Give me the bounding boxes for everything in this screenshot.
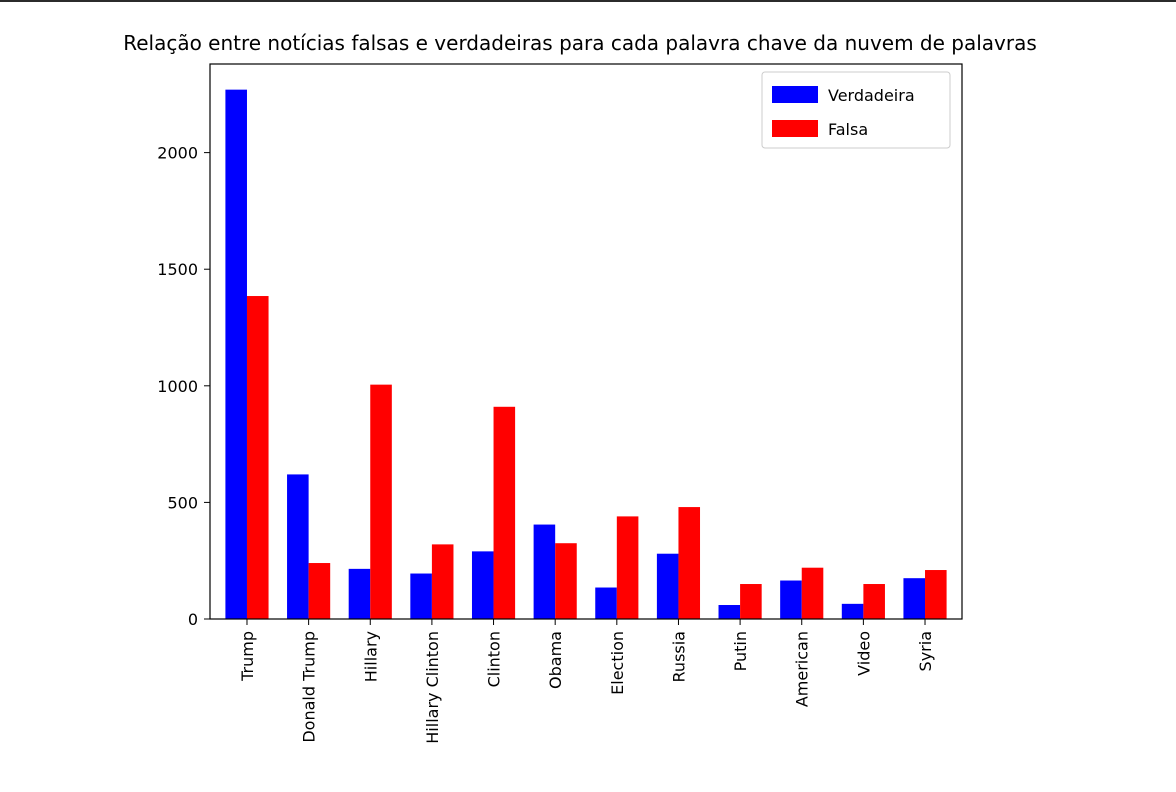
y-tick-label: 0 xyxy=(188,610,198,629)
x-tick-label-russia: Russia xyxy=(669,631,688,682)
top-border-line xyxy=(0,0,1176,2)
y-tick-label: 2000 xyxy=(157,144,198,163)
bar-falsa-obama xyxy=(555,543,577,619)
bar-verdadeira-video xyxy=(841,603,864,619)
x-tick-label-video: Video xyxy=(854,631,873,676)
bar-verdadeira-hillary-clinton xyxy=(410,573,432,619)
bar-falsa-clinton xyxy=(493,406,516,619)
legend: Verdadeira Falsa xyxy=(761,71,951,149)
legend-swatch-verdadeira xyxy=(772,86,818,103)
plot-area-frame xyxy=(209,63,963,620)
bar-verdadeira-clinton xyxy=(471,551,494,619)
bar-falsa-hillary-clinton xyxy=(431,544,454,619)
bar-falsa-trump xyxy=(246,296,269,619)
bar-verdadeira-donald-trump xyxy=(287,474,309,619)
bar-falsa-election xyxy=(616,516,639,619)
y-tick-label: 500 xyxy=(167,493,198,512)
bar-verdadeira-hillary xyxy=(348,568,371,619)
x-tick-label-election: Election xyxy=(608,631,627,695)
bars-layer xyxy=(225,89,947,619)
y-tick-label: 1500 xyxy=(157,260,198,279)
x-tick-label-obama: Obama xyxy=(546,631,565,689)
bar-falsa-donald-trump xyxy=(308,563,331,619)
x-tick-label-clinton: Clinton xyxy=(485,631,504,687)
x-tick-label-putin: Putin xyxy=(731,631,750,671)
bar-verdadeira-putin xyxy=(718,605,741,619)
bar-falsa-hillary xyxy=(370,384,392,619)
x-tick-label-syria: Syria xyxy=(916,631,935,671)
bar-falsa-video xyxy=(863,584,885,619)
bar-verdadeira-american xyxy=(780,580,802,619)
bar-falsa-syria xyxy=(925,570,947,619)
bar-falsa-russia xyxy=(678,507,701,619)
x-axis: Trump Donald Trump Hillary Hillary Clinton C… xyxy=(238,619,935,744)
legend-swatch-falsa xyxy=(772,120,818,137)
legend-label-falsa: Falsa xyxy=(828,120,868,139)
legend-label-verdadeira: Verdadeira xyxy=(828,86,915,105)
bar-falsa-american xyxy=(801,567,824,619)
chart-title: Relação entre notícias falsas e verdadei… xyxy=(123,31,1037,55)
bar-falsa-putin xyxy=(740,584,762,619)
bar-verdadeira-syria xyxy=(903,578,926,619)
x-tick-label-hillary-clinton: Hillary Clinton xyxy=(423,631,442,744)
bar-verdadeira-election xyxy=(595,587,617,619)
bar-verdadeira-russia xyxy=(656,553,679,619)
x-tick-label-american: American xyxy=(793,631,812,707)
x-tick-label-trump: Trump xyxy=(238,631,257,682)
y-axis: 0 500 1000 1500 2000 xyxy=(157,144,210,629)
y-tick-label: 1000 xyxy=(157,377,198,396)
x-tick-label-donald-trump: Donald Trump xyxy=(300,631,319,743)
bar-verdadeira-trump xyxy=(225,89,247,619)
bar-verdadeira-obama xyxy=(533,524,556,619)
x-tick-label-hillary: Hillary xyxy=(361,631,380,682)
